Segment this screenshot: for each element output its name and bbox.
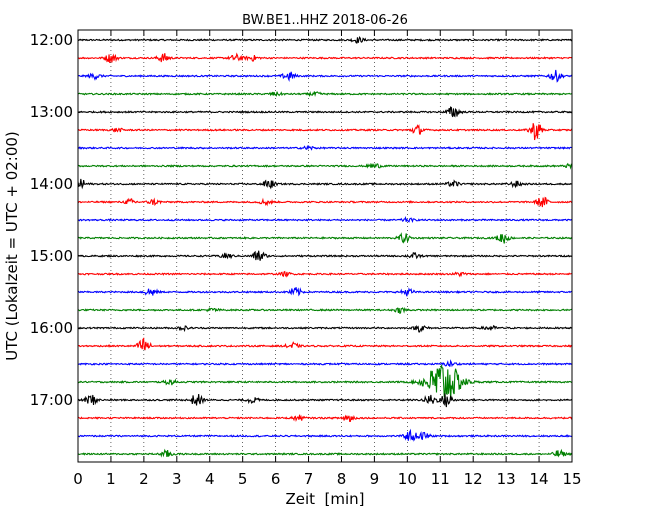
y-axis-label: UTC (Lokalzeit = UTC + 02:00) (3, 131, 21, 361)
trace-line (77, 123, 573, 141)
x-tick-label: 0 (73, 470, 83, 488)
trace-line (77, 90, 573, 98)
x-axis: 0 1 2 3 4 5 6 7 8 9 10 11 12 13 14 15 (73, 30, 582, 488)
x-tick-label: 14 (530, 470, 549, 488)
trace-line (77, 216, 573, 223)
y-tick-label: 15:00 (30, 247, 73, 265)
trace-line (78, 306, 573, 314)
trace-line (77, 178, 573, 190)
trace-line (77, 337, 573, 351)
trace-line (77, 324, 573, 333)
x-tick-label: 12 (464, 470, 483, 488)
trace-line (77, 52, 573, 64)
trace-line (77, 448, 573, 458)
trace-line (77, 144, 573, 151)
y-axis: 12:00 13:00 14:00 15:00 16:00 17:00 (30, 31, 572, 409)
grid-lines (110, 30, 540, 462)
y-tick-label: 12:00 (30, 31, 73, 49)
x-axis-label: Zeit [min] (285, 490, 364, 508)
x-tick-label: 1 (106, 470, 116, 488)
y-tick-label: 14:00 (30, 175, 73, 193)
x-tick-label: 15 (562, 470, 581, 488)
y-tick-label: 17:00 (30, 391, 73, 409)
x-tick-label: 5 (238, 470, 248, 488)
x-tick-label: 10 (398, 470, 417, 488)
trace-line (77, 250, 573, 261)
plot-frame (77, 29, 573, 463)
trace-line (77, 287, 573, 297)
y-tick-label: 16:00 (30, 319, 73, 337)
trace-line (77, 106, 573, 118)
trace-line (77, 428, 573, 442)
x-tick-label: 8 (337, 470, 347, 488)
x-tick-label: 11 (431, 470, 450, 488)
trace-line (77, 414, 573, 422)
x-tick-label: 7 (304, 470, 314, 488)
trace-line (77, 359, 573, 368)
x-tick-label: 4 (205, 470, 215, 488)
trace-line (77, 196, 573, 208)
x-tick-label: 9 (370, 470, 380, 488)
x-tick-label: 13 (497, 470, 516, 488)
trace-line (77, 69, 573, 83)
trace-line (77, 162, 573, 170)
trace-line (77, 270, 573, 278)
x-tick-label: 6 (271, 470, 281, 488)
trace-line (77, 35, 573, 44)
chart-title: BW.BE1..HHZ 2018-06-26 (242, 13, 408, 28)
trace-line (77, 393, 573, 408)
traces-group (77, 35, 573, 458)
trace-line (77, 363, 573, 400)
x-tick-label: 2 (139, 470, 149, 488)
y-tick-label: 13:00 (30, 103, 73, 121)
trace-line (77, 232, 573, 244)
x-tick-label: 3 (172, 470, 182, 488)
